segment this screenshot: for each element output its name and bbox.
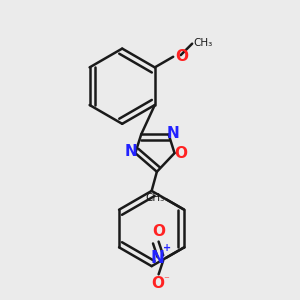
Text: O: O (152, 224, 165, 239)
Text: N: N (125, 144, 138, 159)
Text: +: + (163, 243, 171, 254)
Text: O: O (174, 146, 187, 160)
Text: O: O (152, 276, 164, 291)
Text: ⁻: ⁻ (163, 276, 169, 286)
Text: CH₃: CH₃ (145, 194, 164, 203)
Text: N: N (166, 126, 179, 141)
Text: O: O (175, 49, 188, 64)
Text: N: N (150, 249, 164, 267)
Text: CH₃: CH₃ (194, 38, 213, 48)
